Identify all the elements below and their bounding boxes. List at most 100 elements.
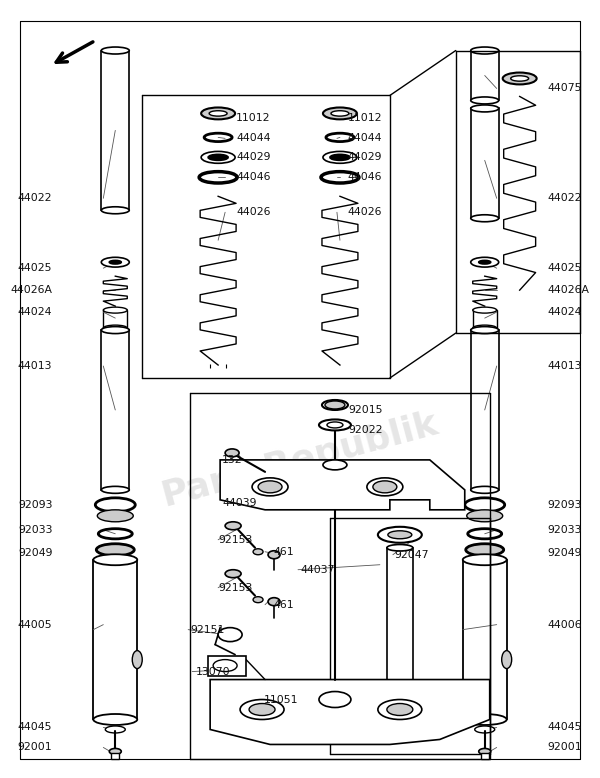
Bar xyxy=(471,330,499,490)
Ellipse shape xyxy=(471,97,499,104)
Text: 44026A: 44026A xyxy=(10,286,52,295)
Ellipse shape xyxy=(323,152,357,163)
Ellipse shape xyxy=(208,154,228,160)
Text: 44045: 44045 xyxy=(548,723,582,732)
Ellipse shape xyxy=(201,152,235,163)
Text: 44026: 44026 xyxy=(236,207,271,217)
Ellipse shape xyxy=(101,258,129,267)
Ellipse shape xyxy=(209,110,227,116)
Ellipse shape xyxy=(213,660,237,671)
Ellipse shape xyxy=(323,460,347,470)
Bar xyxy=(463,559,506,720)
Text: 44024: 44024 xyxy=(548,307,582,317)
Ellipse shape xyxy=(330,154,350,160)
Text: 92047: 92047 xyxy=(395,550,430,559)
Text: 11051: 11051 xyxy=(264,695,299,705)
Ellipse shape xyxy=(132,650,142,668)
Ellipse shape xyxy=(218,628,242,642)
Bar xyxy=(473,310,497,328)
Ellipse shape xyxy=(502,650,512,668)
Ellipse shape xyxy=(471,215,499,222)
Ellipse shape xyxy=(101,207,129,214)
Ellipse shape xyxy=(463,554,506,566)
Ellipse shape xyxy=(475,726,495,733)
Ellipse shape xyxy=(388,531,412,539)
Text: 92001: 92001 xyxy=(18,742,52,752)
Text: 44039: 44039 xyxy=(222,498,257,508)
Ellipse shape xyxy=(331,110,349,116)
Ellipse shape xyxy=(101,486,129,493)
Ellipse shape xyxy=(511,75,529,81)
Ellipse shape xyxy=(467,510,503,522)
Ellipse shape xyxy=(471,105,499,112)
Ellipse shape xyxy=(268,551,280,559)
Text: 92153: 92153 xyxy=(218,583,253,593)
Text: 92033: 92033 xyxy=(548,525,582,534)
Ellipse shape xyxy=(387,545,413,551)
Ellipse shape xyxy=(109,748,121,755)
Ellipse shape xyxy=(479,748,491,755)
Text: 461: 461 xyxy=(273,600,293,610)
Bar xyxy=(94,559,137,720)
Polygon shape xyxy=(220,460,465,510)
Ellipse shape xyxy=(240,699,284,720)
Ellipse shape xyxy=(101,47,129,54)
Ellipse shape xyxy=(323,107,357,119)
Ellipse shape xyxy=(325,401,345,409)
Bar xyxy=(387,548,413,720)
Text: 44022: 44022 xyxy=(548,193,582,203)
Text: 92033: 92033 xyxy=(18,525,52,534)
Text: 132: 132 xyxy=(222,455,243,465)
Ellipse shape xyxy=(319,419,351,430)
Ellipse shape xyxy=(105,726,125,733)
Text: 13070: 13070 xyxy=(196,667,231,677)
Ellipse shape xyxy=(253,597,263,603)
Bar xyxy=(111,753,119,759)
Ellipse shape xyxy=(471,486,499,493)
Ellipse shape xyxy=(225,449,239,457)
Polygon shape xyxy=(210,679,490,745)
Text: 44013: 44013 xyxy=(548,361,582,371)
Ellipse shape xyxy=(387,717,413,723)
Text: 92151: 92151 xyxy=(190,625,224,635)
Text: 44006: 44006 xyxy=(548,619,582,629)
Text: PartsRepublik: PartsRepublik xyxy=(158,407,442,513)
Ellipse shape xyxy=(387,703,413,716)
Ellipse shape xyxy=(225,569,241,578)
Text: 44075: 44075 xyxy=(548,83,582,93)
Ellipse shape xyxy=(471,327,499,334)
Ellipse shape xyxy=(327,422,343,428)
Text: 11012: 11012 xyxy=(348,114,382,124)
Ellipse shape xyxy=(378,527,422,543)
Ellipse shape xyxy=(97,544,134,555)
Text: 44029: 44029 xyxy=(348,152,382,163)
Ellipse shape xyxy=(201,107,235,119)
Ellipse shape xyxy=(319,692,351,707)
Bar xyxy=(101,330,129,490)
Text: 44044: 44044 xyxy=(236,133,271,143)
Text: 92049: 92049 xyxy=(18,548,52,558)
Ellipse shape xyxy=(268,598,280,605)
Text: 92001: 92001 xyxy=(548,742,582,752)
Ellipse shape xyxy=(103,325,127,331)
Ellipse shape xyxy=(252,478,288,496)
Ellipse shape xyxy=(373,481,397,492)
Bar xyxy=(208,656,246,675)
Ellipse shape xyxy=(101,327,129,334)
Text: 92153: 92153 xyxy=(218,534,253,545)
Text: 92049: 92049 xyxy=(548,548,582,558)
Bar xyxy=(481,753,489,759)
Ellipse shape xyxy=(466,544,503,555)
Ellipse shape xyxy=(378,699,422,720)
Ellipse shape xyxy=(253,548,263,555)
Ellipse shape xyxy=(258,481,282,492)
Ellipse shape xyxy=(94,554,137,566)
Bar xyxy=(103,310,127,328)
Text: 92015: 92015 xyxy=(348,405,382,415)
Ellipse shape xyxy=(103,307,127,313)
Text: 44037: 44037 xyxy=(300,565,335,575)
Text: 44024: 44024 xyxy=(18,307,52,317)
Text: 11012: 11012 xyxy=(236,114,271,124)
Ellipse shape xyxy=(322,400,348,410)
Ellipse shape xyxy=(503,72,536,85)
